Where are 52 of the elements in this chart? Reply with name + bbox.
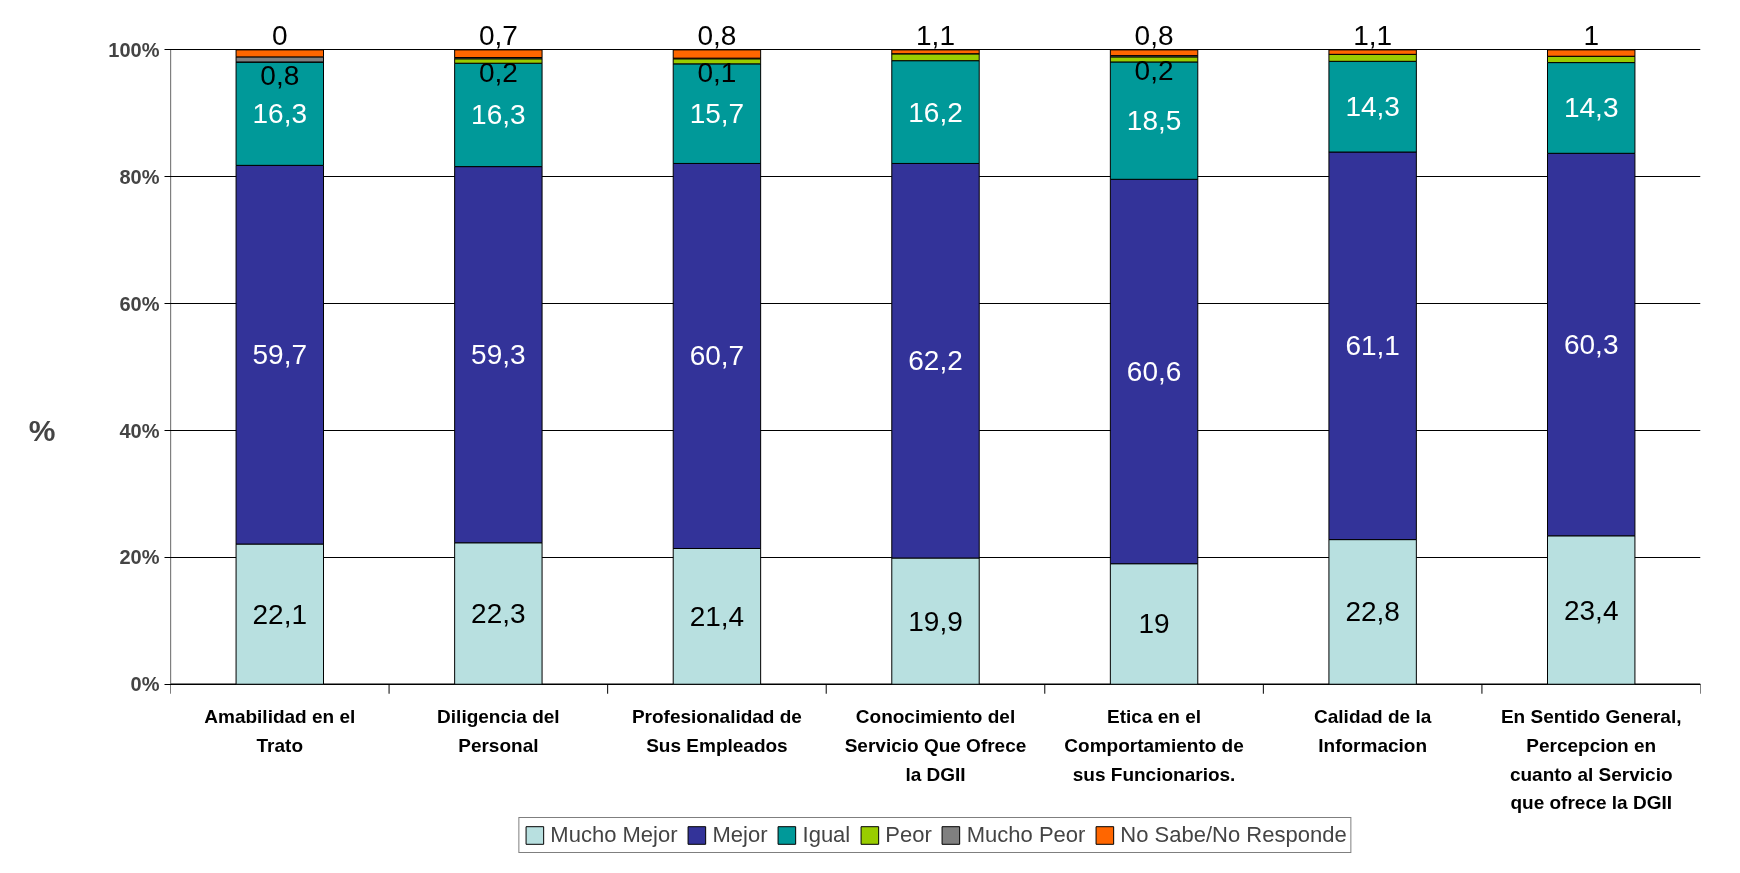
data-label: 23,4 [1563, 594, 1619, 626]
x-tick-label: Etica en el Comportamiento de sus Funcionarios. [1064, 706, 1244, 785]
data-label: 19 [1138, 608, 1170, 640]
data-label: 60,6 [1126, 356, 1182, 388]
data-label: 60,7 [689, 340, 745, 372]
data-label: 0,7 [478, 19, 518, 51]
data-label: 0,2 [1134, 54, 1174, 86]
legend-label: No Sabe/No Responde [1120, 822, 1347, 848]
data-label: 0,8 [260, 59, 300, 91]
legend-label: Mejor [712, 822, 768, 848]
data-label: 0 [272, 19, 288, 51]
data-label: 15,7 [689, 98, 745, 130]
data-label: 18,5 [1126, 105, 1182, 137]
data-label: 1,1 [916, 19, 955, 51]
data-label: 16,2 [908, 96, 963, 128]
legend-label: Mucho Mejor [550, 822, 678, 848]
data-label: 14,3 [1563, 92, 1619, 124]
data-label: 1,1 [1353, 19, 1393, 51]
y-tick-label: 100% [108, 38, 160, 61]
y-tick-label: 0% [130, 673, 160, 696]
y-tick-label: 60% [119, 292, 160, 315]
y-tick-label: 80% [119, 165, 160, 188]
data-label: 0,8 [1134, 19, 1174, 51]
data-label: 22,1 [252, 598, 308, 630]
x-tick-label: En Sentido General, Percepcion en cuanto al Servicio que ofrece la DGII [1500, 706, 1682, 814]
data-label: 22,8 [1345, 596, 1400, 628]
data-label: 16,3 [471, 99, 526, 131]
data-label: 19,9 [908, 605, 963, 637]
legend-label: Peor [885, 822, 932, 848]
data-label: 62,2 [908, 345, 963, 377]
data-label: 61,1 [1345, 330, 1400, 362]
data-label: 21,4 [689, 600, 745, 632]
data-label: 14,3 [1345, 91, 1400, 123]
y-tick-label: 40% [119, 419, 160, 442]
x-tick-label: Conocimiento del Servicio Que Ofrece la DGII [844, 706, 1027, 785]
x-tick-label: Diligencia del Personal [437, 706, 560, 756]
x-tick-label: Calidad de la Informacion [1314, 706, 1432, 756]
data-label: 60,3 [1563, 329, 1619, 361]
data-label: 59,3 [471, 339, 526, 371]
data-label: 1 [1583, 19, 1600, 51]
data-label: 22,3 [471, 598, 526, 629]
data-label: 0,8 [697, 19, 737, 51]
legend-label: Mucho Peor [966, 822, 1086, 848]
data-label: 0,1 [697, 56, 737, 88]
data-label: 0,2 [478, 56, 518, 88]
data-label: 16,3 [252, 98, 308, 130]
data-label: 59,7 [252, 339, 308, 371]
legend-label: Igual [802, 822, 851, 848]
y-axis-title: % [28, 414, 56, 447]
y-tick-label: 20% [119, 546, 160, 569]
x-tick-label: Amabilidad en el Trato [204, 706, 356, 756]
x-tick-label: Profesionalidad de Sus Empleados [631, 706, 802, 756]
